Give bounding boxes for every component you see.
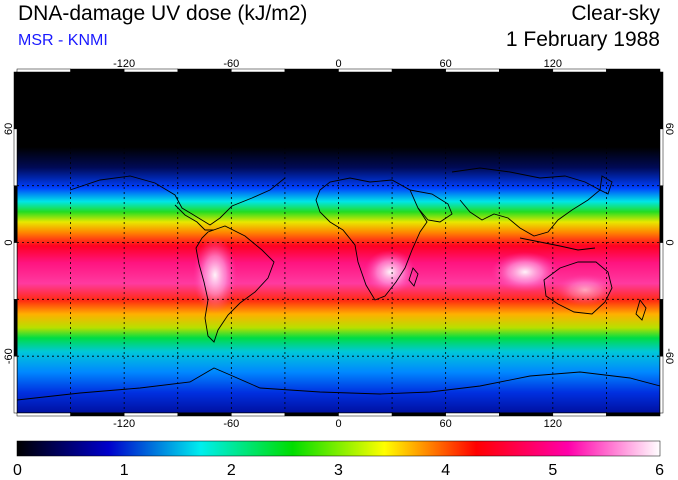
- frame-segment-bottom: [338, 412, 393, 417]
- frame-segment-left: [13, 71, 18, 130]
- frame-segment-top: [338, 68, 393, 73]
- colorbar-tick-label: 4: [441, 462, 450, 479]
- coastline-japan: [599, 175, 613, 195]
- longitude-label-bottom: 120: [544, 418, 562, 430]
- frame-segment-right: [659, 355, 664, 414]
- colorbar-labels: 0 1 2 3 4 5 6: [13, 462, 664, 479]
- colorbar-tick-label: 0: [13, 462, 22, 479]
- colorbar-tick-label: 2: [227, 462, 236, 479]
- coastline-north-america: [69, 175, 286, 226]
- south-america-hotspot: [193, 237, 237, 313]
- coastline-madagascar: [408, 267, 419, 287]
- longitude-label-bottom: 60: [440, 418, 452, 430]
- latitude-labels-left: 60 0 -60: [3, 123, 15, 364]
- indian-ocean-hotspot: [491, 252, 559, 292]
- latitude-label-right: 60: [663, 123, 675, 135]
- frame-segment-top: [391, 68, 446, 73]
- map-frame: [13, 68, 664, 417]
- frame-segment-bottom: [70, 412, 125, 417]
- frame-segment-top: [16, 68, 71, 73]
- frame-segment-left: [13, 128, 18, 186]
- frame-segment-right: [659, 128, 664, 186]
- longitude-labels-top: -120 -60 0 60 120: [113, 58, 562, 70]
- longitude-label-top: 60: [440, 58, 452, 70]
- colorbar-tick-label: 1: [120, 462, 129, 479]
- longitude-label-bottom: -60: [223, 418, 239, 430]
- frame-segment-right: [659, 185, 664, 243]
- coastline-central-america: [174, 204, 214, 231]
- frame-segment-left: [13, 242, 18, 300]
- frame-segment-right: [659, 71, 664, 130]
- source-label: MSR - KNMI: [18, 32, 108, 49]
- coastlines: [17, 167, 660, 401]
- colorbar-tick-label: 6: [655, 462, 664, 479]
- latitude-label-left: -60: [3, 348, 15, 364]
- frame-segment-top: [284, 68, 339, 73]
- coastline-antarctica: [17, 367, 660, 401]
- frame-segment-bottom: [123, 412, 178, 417]
- frame-segment-bottom: [177, 412, 232, 417]
- southern-africa-hotspot: [364, 250, 416, 294]
- date-label: 1 February 1988: [505, 28, 660, 51]
- longitude-label-top: 120: [544, 58, 562, 70]
- coastline-new-zealand: [635, 299, 647, 321]
- frame-segment-top: [606, 68, 661, 73]
- coastline-indonesia: [519, 237, 596, 251]
- coastline-australia: [543, 261, 613, 315]
- australia-hotspot: [555, 274, 615, 306]
- frame-segment-bottom: [552, 412, 607, 417]
- frame-segment-bottom: [499, 412, 554, 417]
- longitude-label-bottom: -120: [113, 418, 135, 430]
- frame-segment-left: [13, 299, 18, 357]
- frame-segment-bottom: [284, 412, 339, 417]
- frame-segment-bottom: [231, 412, 286, 417]
- latitude-label-right: -60: [663, 348, 675, 364]
- colorbar-tick-label: 3: [334, 462, 343, 479]
- map-title: DNA-damage UV dose (kJ/m2): [18, 2, 308, 25]
- coastline-south-america: [195, 225, 275, 343]
- sky-condition-label: Clear-sky: [571, 2, 660, 25]
- latitude-label-right: 0: [663, 239, 675, 245]
- coastline-europe-africa: [315, 177, 428, 301]
- latitude-labels-right: 60 0 -60: [663, 123, 675, 364]
- axis-tick-marks: [13, 68, 664, 417]
- longitude-label-top: -60: [223, 58, 239, 70]
- frame-segment-top: [231, 68, 286, 73]
- frame-segment-right: [659, 242, 664, 300]
- frame-segment-bottom: [16, 412, 71, 417]
- latitude-label-left: 60: [3, 123, 15, 135]
- longitude-label-top: -120: [113, 58, 135, 70]
- longitude-label-bottom: 0: [335, 418, 341, 430]
- frame-segment-right: [659, 299, 664, 357]
- frame-segment-bottom: [445, 412, 500, 417]
- latitude-label-left: 0: [3, 239, 15, 245]
- uv-field: [17, 72, 660, 413]
- frame-segment-left: [13, 185, 18, 243]
- graticule: [17, 72, 660, 413]
- longitude-label-top: 0: [335, 58, 341, 70]
- coastline-arabia: [409, 189, 453, 223]
- frame-segment-bottom: [391, 412, 446, 417]
- colorbar: 0 1 2 3 4 5 6: [13, 440, 664, 479]
- coastline-asia: [451, 167, 601, 237]
- frame-segment-top: [445, 68, 500, 73]
- colorbar-strip: [16, 440, 661, 457]
- colorbar-tick-label: 5: [548, 462, 557, 479]
- frame-segment-bottom: [606, 412, 661, 417]
- longitude-labels-bottom: -120 -60 0 60 120: [113, 418, 562, 430]
